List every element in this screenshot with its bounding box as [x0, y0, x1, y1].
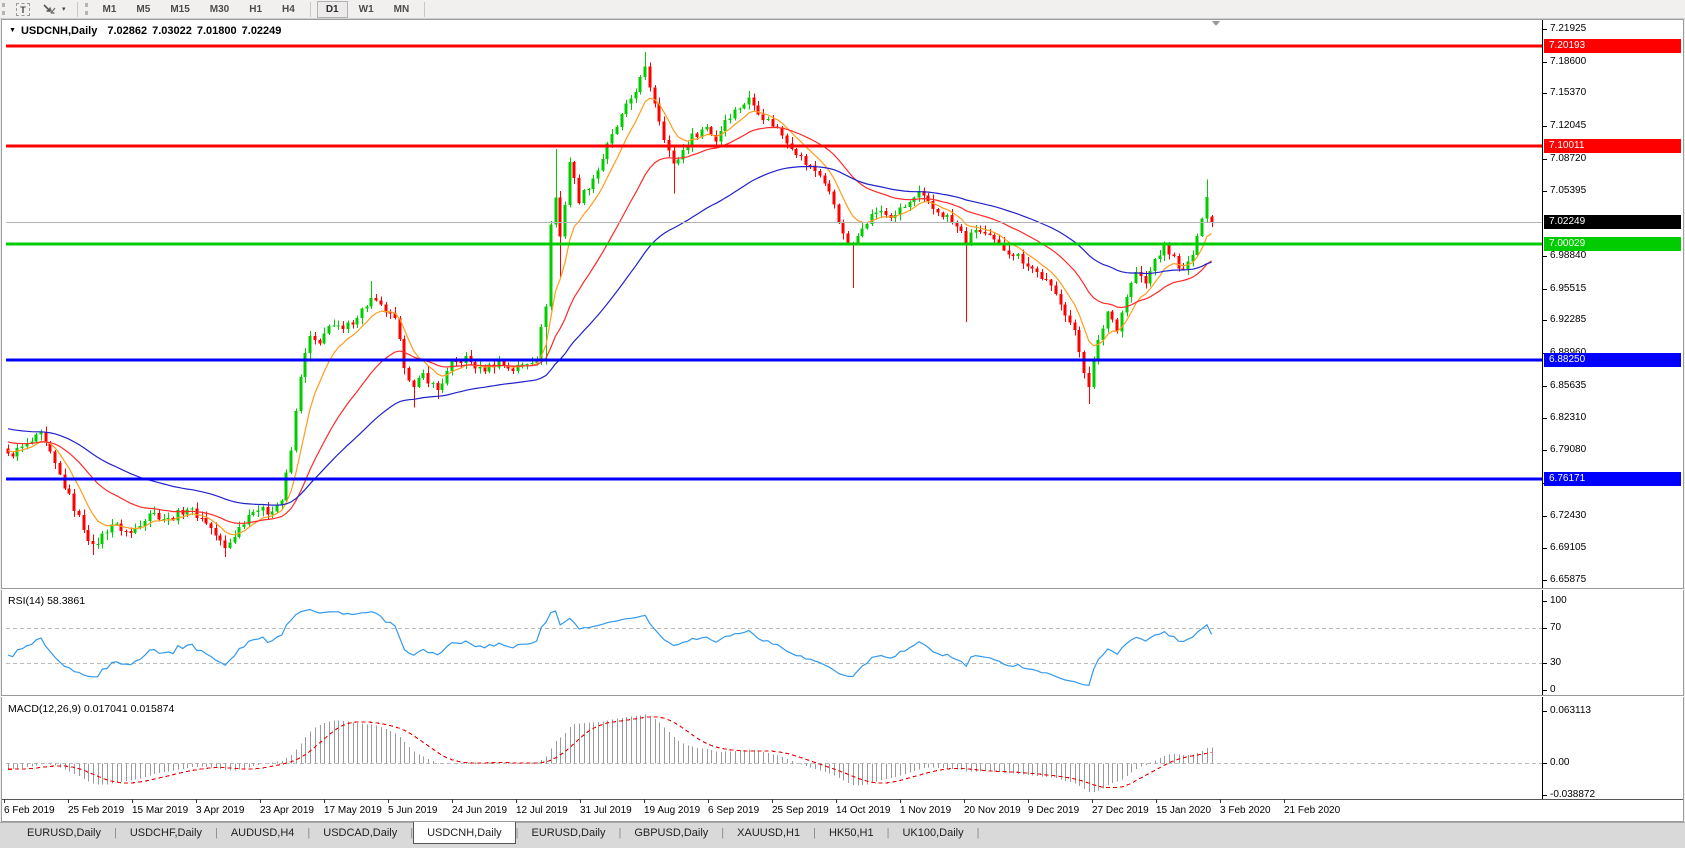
symbol-tab-usdcnh[interactable]: USDCNH,Daily [413, 822, 516, 844]
indicators-icon [43, 3, 56, 14]
tab-separator: | [618, 827, 622, 839]
toolbar-separator [76, 1, 78, 17]
chart-title: ▼ USDCNH,Daily 7.02862 7.03022 7.01800 7.0224… [9, 25, 281, 37]
symbol-tab-usdcad[interactable]: USDCAD,Daily [323, 827, 398, 839]
chart-symbol-period: USDCNH,Daily [20, 25, 98, 37]
symbol-tab-eurusd[interactable]: EURUSD,Daily [531, 827, 606, 839]
moving-average-lines [7, 97, 1212, 536]
ohlc-high: 7.03022 [152, 25, 192, 37]
tab-separator: | [886, 827, 890, 839]
tab-separator: | [214, 827, 218, 839]
toolbar-grip[interactable] [84, 3, 88, 15]
timeframe-button-m30[interactable]: M30 [209, 3, 230, 15]
ohlc-close: 7.02249 [241, 25, 282, 37]
text-tool-button[interactable]: T [11, 1, 35, 18]
symbol-tab-gbpusd[interactable]: GBPUSD,Daily [634, 827, 709, 839]
timeframe-button-m5[interactable]: M5 [136, 3, 151, 15]
tab-separator: | [515, 827, 519, 839]
dropdown-caret-icon[interactable]: ▾ [62, 6, 66, 13]
ohlc-low: 7.01800 [196, 25, 237, 37]
chart-menu-arrow-icon[interactable]: ▼ [9, 27, 16, 34]
timeframe-button-h1[interactable]: H1 [249, 3, 263, 15]
symbol-tab-eurusd[interactable]: EURUSD,Daily [27, 827, 101, 839]
tab-separator: | [113, 827, 117, 839]
tab-separator: | [410, 827, 414, 839]
symbol-tab-uk100[interactable]: UK100,Daily [902, 827, 964, 839]
symbol-tab-hk50[interactable]: HK50,H1 [828, 827, 874, 839]
timeframe-button-d1[interactable]: D1 [316, 0, 348, 18]
macd-indicator-label: MACD(12,26,9) 0.017041 0.015874 [8, 703, 175, 715]
timeframe-toolbar: M1 M5 M15 M30 H1 H4 D1 W1 MN [93, 0, 420, 18]
toolbar-separator [424, 1, 426, 17]
timeframe-button-m1[interactable]: M1 [102, 3, 117, 15]
horizontal-price-lines[interactable] [6, 44, 1542, 481]
timeframe-button-h4[interactable]: H4 [282, 3, 295, 15]
tab-separator: | [307, 827, 311, 839]
top-toolbar: T ▾ M1 M5 M15 M30 H1 H4 D1 W1 MN [0, 0, 1685, 19]
symbol-tab-xauusd[interactable]: XAUUSD,H1 [737, 827, 801, 839]
chart-window [1, 19, 1684, 822]
tab-separator: | [721, 827, 725, 839]
toolbar-separator [309, 1, 311, 17]
rsi-indicator-label: RSI(14) 58.3861 [8, 595, 86, 607]
ohlc-open: 7.02862 [107, 25, 148, 37]
toolbar-grip[interactable] [2, 3, 5, 15]
timeframe-button-mn[interactable]: MN [393, 3, 410, 15]
indicators-button[interactable]: ▾ [37, 1, 71, 18]
symbol-tab-audusd[interactable]: AUDUSD,H4 [230, 827, 295, 839]
timeframe-button-w1[interactable]: W1 [358, 3, 374, 15]
rsi-line [7, 608, 1213, 687]
tab-separator: | [976, 827, 980, 839]
tab-separator: | [813, 827, 816, 839]
candles [6, 51, 1214, 558]
timeframe-button-m15[interactable]: M15 [170, 3, 190, 15]
macd-histogram [8, 714, 1213, 793]
symbol-tab-usdchf[interactable]: USDCHF,Daily [129, 827, 202, 839]
chart-tab-bar: EURUSD,Daily | USDCHF,Daily | AUDUSD,H4 | USDC… [0, 822, 1685, 848]
text-tool-icon: T [16, 2, 30, 16]
chart-chrome [1, 20, 1684, 803]
grid-lines [6, 628, 1542, 764]
